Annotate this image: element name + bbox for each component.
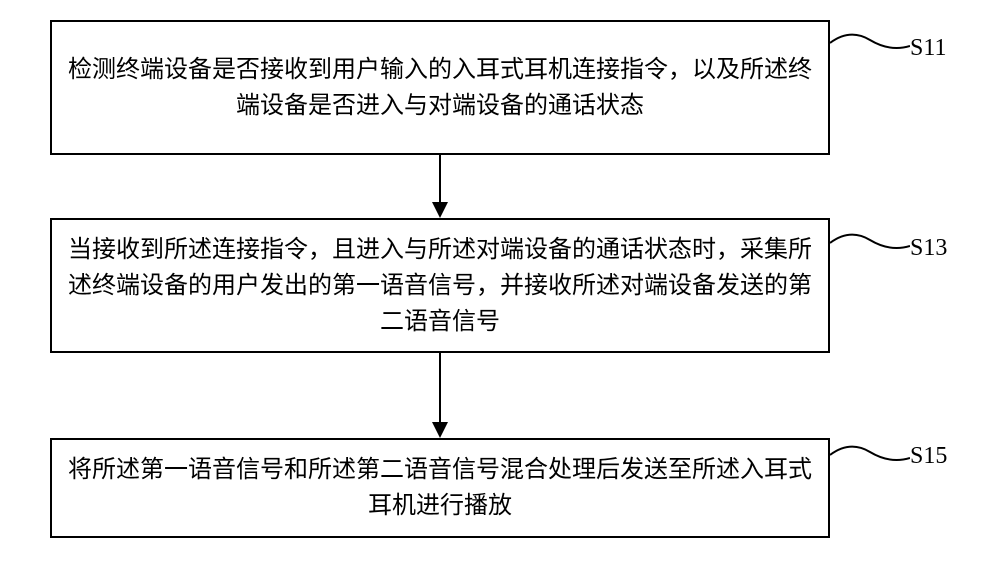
node-text: 检测终端设备是否接收到用户输入的入耳式耳机连接指令，以及所述终端设备是否进入与对… [66, 52, 814, 124]
arrow-s13-s15 [428, 353, 452, 438]
step-label-s11: S11 [910, 35, 946, 62]
arrow-s11-s13 [428, 155, 452, 218]
step-label-s15: S15 [910, 443, 947, 470]
flow-node-s13: 当接收到所述连接指令，且进入与所述对端设备的通话状态时，采集所述终端设备的用户发… [50, 218, 830, 353]
flow-node-s15: 将所述第一语音信号和所述第二语音信号混合处理后发送至所述入耳式耳机进行播放 [50, 438, 830, 538]
step-label-s13: S13 [910, 235, 947, 262]
node-text: 当接收到所述连接指令，且进入与所述对端设备的通话状态时，采集所述终端设备的用户发… [66, 232, 814, 340]
node-text: 将所述第一语音信号和所述第二语音信号混合处理后发送至所述入耳式耳机进行播放 [66, 452, 814, 524]
flowchart-container: 检测终端设备是否接收到用户输入的入耳式耳机连接指令，以及所述终端设备是否进入与对… [0, 0, 1000, 577]
connector-curve-s13 [830, 228, 910, 258]
flow-node-s11: 检测终端设备是否接收到用户输入的入耳式耳机连接指令，以及所述终端设备是否进入与对… [50, 20, 830, 155]
connector-curve-s11 [830, 28, 910, 58]
connector-curve-s15 [830, 440, 910, 470]
